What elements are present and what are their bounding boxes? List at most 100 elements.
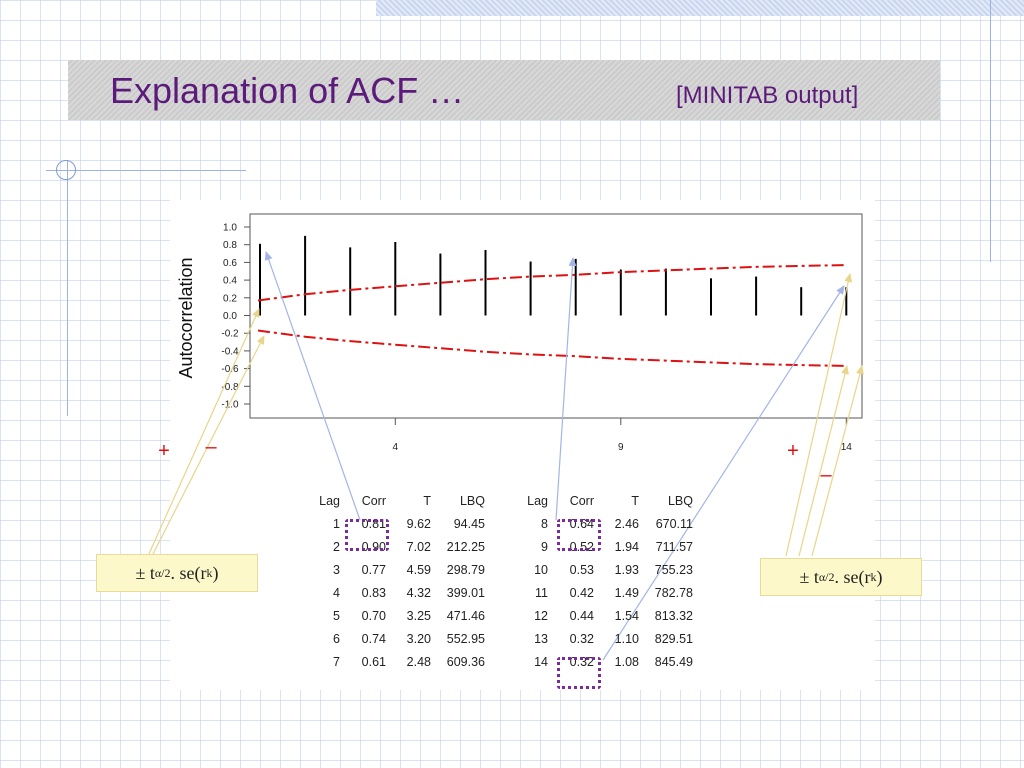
lower-limit-line bbox=[257, 329, 847, 367]
output-panel bbox=[170, 200, 875, 690]
cell-corr: 0.53 bbox=[569, 562, 594, 577]
table-row: 13 0.32 1.10 829.51 bbox=[514, 627, 693, 650]
annotation-arrow-yellow bbox=[147, 308, 260, 557]
cell-corr: 0.70 bbox=[361, 608, 386, 623]
close-paren: ) bbox=[212, 562, 219, 583]
table-row: 2 0.90 7.02 212.25 bbox=[306, 535, 485, 558]
table-row: 4 0.83 4.32 399.01 bbox=[306, 581, 485, 604]
cell-lag: 12 bbox=[534, 608, 548, 623]
cell-t: 4.59 bbox=[406, 562, 431, 577]
se-formula-box-left: ± t α/2 . se(r k) bbox=[96, 554, 258, 592]
cell-lag: 2 bbox=[333, 539, 340, 554]
x-tick-label: 14 bbox=[841, 442, 853, 453]
y-tick-label: 0.0 bbox=[223, 311, 237, 322]
cell-t: 3.25 bbox=[406, 608, 431, 623]
t-symbol: t bbox=[149, 562, 155, 583]
highlight-lag8-corr bbox=[557, 519, 601, 551]
x-axis: 4 9 14 bbox=[393, 418, 853, 453]
plot-frame bbox=[249, 213, 863, 419]
x-tick-label: 9 bbox=[618, 442, 624, 453]
table-header-row: Lag Corr T LBQ bbox=[514, 489, 693, 512]
cell-t: 1.49 bbox=[614, 585, 639, 600]
acf-table-right: Lag Corr T LBQ 8 0.64 2.46 670.11 9 0.52 1.94 7… bbox=[514, 489, 693, 673]
cell-lbq: 782.78 bbox=[654, 585, 693, 600]
y-tick-label: 1.0 bbox=[223, 223, 237, 234]
y-tick-label: -1.0 bbox=[221, 400, 239, 411]
col-header-corr: Corr bbox=[569, 493, 594, 508]
y-tick-label: 0.4 bbox=[223, 276, 237, 287]
cell-lbq: 829.51 bbox=[654, 631, 693, 646]
table-row: 3 0.77 4.59 298.79 bbox=[306, 558, 485, 581]
cell-lag: 14 bbox=[534, 654, 548, 669]
y-axis-label: Autocorrelation bbox=[176, 257, 196, 378]
plus-sign-left: + bbox=[158, 440, 170, 462]
cell-t: 1.94 bbox=[614, 539, 639, 554]
col-header-t: T bbox=[423, 493, 431, 508]
col-header-corr: Corr bbox=[361, 493, 386, 508]
cell-lag: 3 bbox=[333, 562, 340, 577]
col-header-lag: Lag bbox=[527, 493, 548, 508]
cell-lag: 7 bbox=[333, 654, 340, 669]
cell-lag: 8 bbox=[541, 516, 548, 531]
annotation-arrow-yellow bbox=[811, 365, 864, 557]
cell-t: 3.20 bbox=[406, 631, 431, 646]
cell-lag: 6 bbox=[333, 631, 340, 646]
pm-symbol: ± bbox=[799, 566, 810, 587]
t-symbol: t bbox=[813, 566, 819, 587]
significance-limits bbox=[257, 264, 847, 367]
close-paren: ) bbox=[876, 566, 883, 587]
cell-lbq: 471.46 bbox=[446, 608, 485, 623]
slide-title: Explanation of ACF … bbox=[110, 70, 465, 111]
table-row: 14 0.32 1.08 845.49 bbox=[514, 650, 693, 673]
cell-lag: 10 bbox=[534, 562, 548, 577]
cell-lag: 13 bbox=[534, 631, 548, 646]
acf-bars bbox=[259, 235, 848, 316]
cell-lbq: 399.01 bbox=[446, 585, 485, 600]
col-header-lbq: LBQ bbox=[459, 493, 485, 508]
cell-lbq: 813.32 bbox=[654, 608, 693, 623]
col-header-lbq: LBQ bbox=[667, 493, 693, 508]
table-row: 7 0.61 2.48 609.36 bbox=[306, 650, 485, 673]
table-row: 6 0.74 3.20 552.95 bbox=[306, 627, 485, 650]
table-row: 5 0.70 3.25 471.46 bbox=[306, 604, 485, 627]
cell-t: 9.62 bbox=[406, 516, 431, 531]
annotation-arrow-blue bbox=[555, 257, 577, 521]
col-header-t: T bbox=[631, 493, 639, 508]
highlight-lag1-corr bbox=[345, 519, 389, 551]
y-tick-label: -0.4 bbox=[221, 346, 239, 357]
annotation-arrow-yellow bbox=[798, 365, 849, 557]
x-tick-label: 4 bbox=[393, 442, 399, 453]
alpha-subscript: α/2 bbox=[154, 565, 171, 580]
cell-lbq: 609.36 bbox=[446, 654, 485, 669]
annotation-arrow-yellow bbox=[151, 335, 265, 557]
minus-sign-right: – bbox=[820, 464, 832, 486]
y-axis: 1.0 0.8 0.6 0.4 0.2 0.0 -0.2 -0.4 -0.6 -0.8 -1.0 bbox=[221, 223, 250, 411]
minus-sign-left: – bbox=[205, 436, 217, 458]
upper-limit-line bbox=[257, 264, 847, 302]
cell-lbq: 552.95 bbox=[446, 631, 485, 646]
cell-lbq: 94.45 bbox=[453, 516, 485, 531]
cell-corr: 0.83 bbox=[361, 585, 386, 600]
cell-lbq: 711.57 bbox=[655, 539, 693, 554]
cell-lag: 4 bbox=[333, 585, 340, 600]
se-text: . se(r bbox=[834, 566, 871, 587]
y-tick-label: 0.2 bbox=[223, 293, 237, 304]
cell-t: 2.46 bbox=[614, 516, 639, 531]
cell-lbq: 670.11 bbox=[655, 516, 693, 531]
cell-lag: 9 bbox=[541, 539, 548, 554]
y-tick-label: -0.6 bbox=[221, 364, 239, 375]
table-header-row: Lag Corr T LBQ bbox=[306, 489, 485, 512]
bullet-circle-icon bbox=[56, 160, 76, 180]
col-header-lag: Lag bbox=[319, 493, 340, 508]
y-tick-label: 0.6 bbox=[223, 258, 237, 269]
right-decoration-line bbox=[990, 0, 991, 262]
alpha-subscript: α/2 bbox=[818, 569, 835, 584]
y-tick-label: -0.8 bbox=[221, 382, 239, 393]
k-subscript: k bbox=[870, 569, 877, 584]
title-bar bbox=[68, 60, 940, 120]
cell-t: 1.54 bbox=[614, 608, 639, 623]
annotation-arrow-blue bbox=[264, 251, 361, 521]
table-row: 10 0.53 1.93 755.23 bbox=[514, 558, 693, 581]
cell-t: 1.93 bbox=[614, 562, 639, 577]
